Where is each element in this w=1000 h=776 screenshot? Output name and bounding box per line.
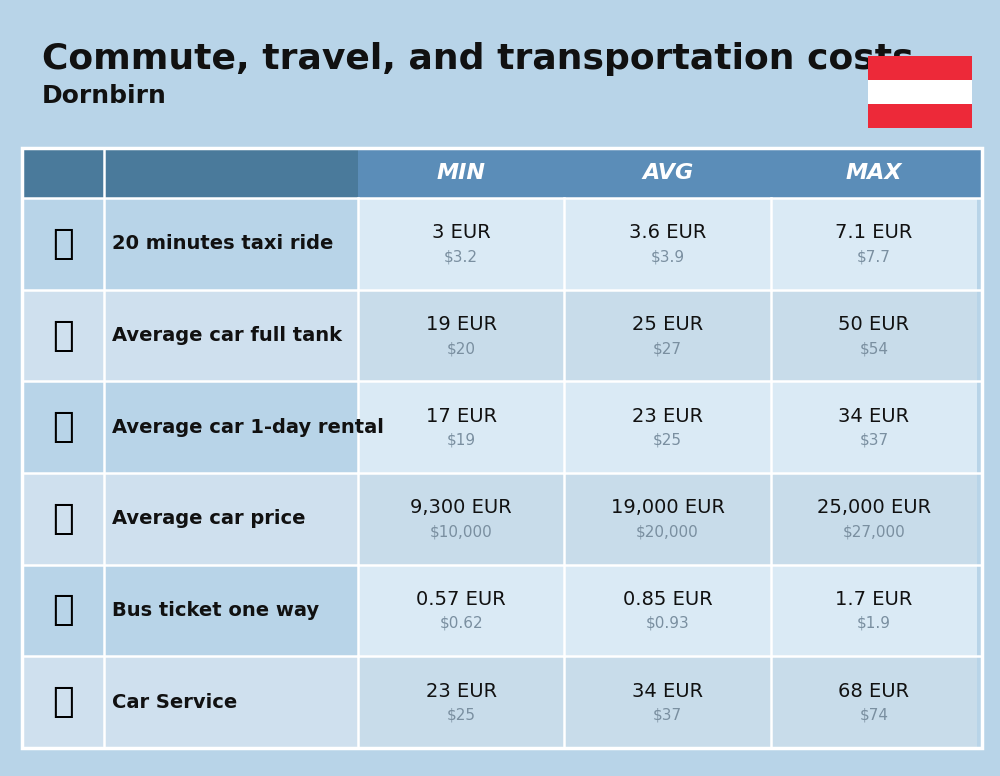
Bar [868, 80, 972, 104]
Text: $74: $74 [860, 708, 889, 722]
Text: $37: $37 [653, 708, 682, 722]
Text: $3.2: $3.2 [444, 249, 478, 265]
Text: $1.9: $1.9 [857, 616, 891, 631]
Text: 3 EUR: 3 EUR [432, 223, 491, 242]
Bar [22, 148, 982, 748]
Text: 3.6 EUR: 3.6 EUR [629, 223, 706, 242]
Text: $10,000: $10,000 [430, 525, 493, 539]
Text: 🚙: 🚙 [52, 411, 74, 444]
Text: $19: $19 [447, 433, 476, 448]
Text: 7.1 EUR: 7.1 EUR [835, 223, 913, 242]
Bar [22, 289, 358, 381]
Bar [771, 565, 977, 656]
Text: $7.7: $7.7 [857, 249, 891, 265]
Bar [771, 381, 977, 473]
Text: 50 EUR: 50 EUR [838, 315, 910, 334]
Bar [868, 56, 972, 80]
Bar [564, 473, 771, 565]
Text: 19,000 EUR: 19,000 EUR [611, 498, 725, 518]
Bar [22, 565, 358, 656]
Text: 1.7 EUR: 1.7 EUR [835, 590, 913, 609]
Text: Average car price: Average car price [112, 509, 305, 528]
Text: $37: $37 [859, 433, 889, 448]
Text: $0.62: $0.62 [439, 616, 483, 631]
Text: $0.93: $0.93 [646, 616, 689, 631]
Text: $20: $20 [447, 341, 476, 356]
Text: 🛠: 🛠 [52, 685, 74, 719]
Text: AVG: AVG [642, 163, 693, 183]
Text: $27,000: $27,000 [843, 525, 905, 539]
Text: MAX: MAX [846, 163, 902, 183]
Text: 68 EUR: 68 EUR [838, 681, 910, 701]
Text: 25 EUR: 25 EUR [632, 315, 703, 334]
Bar [358, 656, 564, 748]
Bar [564, 656, 771, 748]
Bar [22, 473, 358, 565]
Text: 34 EUR: 34 EUR [838, 407, 910, 426]
Text: 🚌: 🚌 [52, 594, 74, 628]
Text: Car Service: Car Service [112, 693, 237, 712]
Bar [358, 198, 564, 289]
Bar [564, 289, 771, 381]
Bar [771, 656, 977, 748]
Text: MIN: MIN [437, 163, 486, 183]
Text: Bus ticket one way: Bus ticket one way [112, 601, 319, 620]
Text: $20,000: $20,000 [636, 525, 699, 539]
Bar [22, 148, 358, 198]
Bar [868, 104, 972, 128]
Text: 23 EUR: 23 EUR [426, 681, 497, 701]
Bar [771, 198, 977, 289]
Text: 17 EUR: 17 EUR [426, 407, 497, 426]
Text: $27: $27 [653, 341, 682, 356]
Text: 25,000 EUR: 25,000 EUR [817, 498, 931, 518]
Bar [22, 148, 982, 198]
Bar [564, 381, 771, 473]
Text: 🚗: 🚗 [52, 502, 74, 536]
Text: Average car full tank: Average car full tank [112, 326, 342, 345]
Bar [22, 656, 358, 748]
Bar [771, 289, 977, 381]
Text: $25: $25 [447, 708, 476, 722]
Bar [22, 198, 358, 289]
Text: Dornbirn: Dornbirn [42, 84, 167, 108]
Text: $54: $54 [860, 341, 889, 356]
Text: 0.57 EUR: 0.57 EUR [416, 590, 506, 609]
Text: 9,300 EUR: 9,300 EUR [410, 498, 512, 518]
Text: 19 EUR: 19 EUR [426, 315, 497, 334]
Text: Commute, travel, and transportation costs: Commute, travel, and transportation cost… [42, 42, 914, 76]
Text: ⛽: ⛽ [52, 318, 74, 352]
Text: 0.85 EUR: 0.85 EUR [623, 590, 712, 609]
Bar [358, 473, 564, 565]
Text: 20 minutes taxi ride: 20 minutes taxi ride [112, 234, 333, 253]
Bar [22, 381, 358, 473]
Bar [358, 381, 564, 473]
Text: 23 EUR: 23 EUR [632, 407, 703, 426]
Text: 🚕: 🚕 [52, 227, 74, 261]
Text: 34 EUR: 34 EUR [632, 681, 703, 701]
Bar [564, 565, 771, 656]
Bar [564, 198, 771, 289]
Bar [358, 289, 564, 381]
Bar [771, 473, 977, 565]
Text: Average car 1-day rental: Average car 1-day rental [112, 417, 383, 437]
Text: $25: $25 [653, 433, 682, 448]
Bar [358, 565, 564, 656]
Text: $3.9: $3.9 [651, 249, 685, 265]
